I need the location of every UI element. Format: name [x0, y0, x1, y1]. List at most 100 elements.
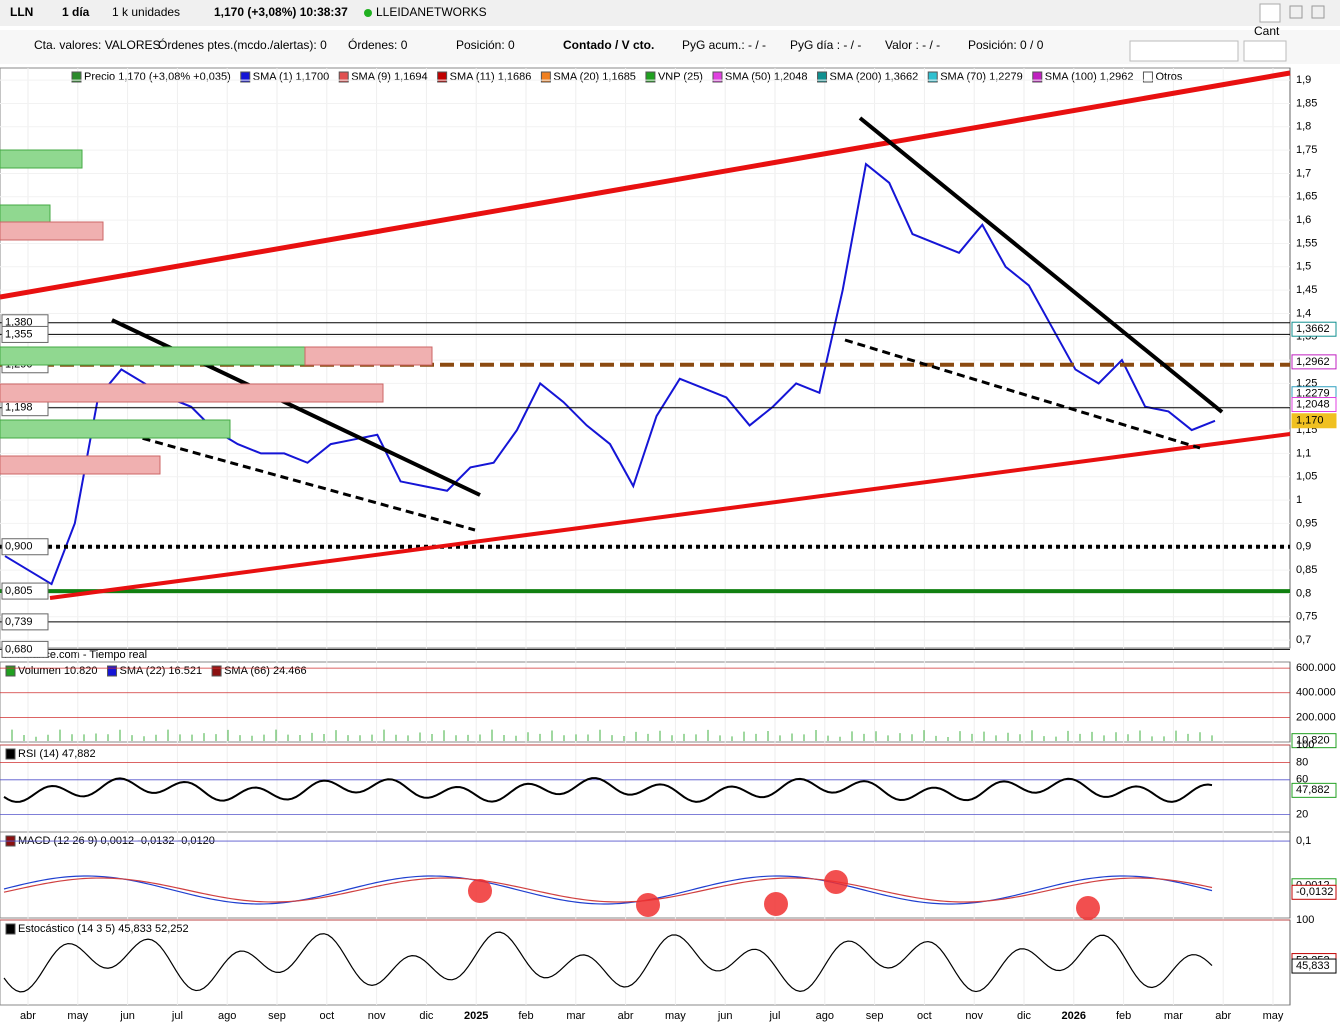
minimize[interactable]	[1289, 5, 1303, 19]
macd-marker	[636, 893, 660, 917]
x-tick-label: 2026	[1062, 1010, 1086, 1022]
legend-entry: SMA (1) 1,1700	[253, 71, 329, 83]
x-tick-label: mar	[566, 1010, 585, 1022]
last-value-box	[1291, 733, 1337, 749]
legend-entry: SMA (70) 1,2279	[940, 71, 1023, 83]
legend-entry: SMA (11) 1,1686	[450, 71, 532, 83]
legend-swatch	[240, 71, 251, 83]
legend-swatch	[107, 665, 118, 677]
last-value-box	[1291, 782, 1337, 798]
price-line	[4, 162, 1216, 586]
y-tick-label: 1,8	[1296, 121, 1311, 133]
last-value-label: 47,882	[1296, 784, 1330, 796]
trendline-dashed	[104, 426, 476, 532]
legend-swatch	[1032, 71, 1043, 83]
y-tick-label: 0,85	[1296, 564, 1317, 576]
y-tick-label: 400.000	[1296, 687, 1336, 699]
y-tick-label: 1,1	[1296, 447, 1311, 459]
profile-bar	[0, 455, 161, 475]
profile-bar	[304, 346, 433, 366]
panel-frame	[0, 919, 1291, 1006]
legend-entry: SMA (100) 1,2962	[1045, 71, 1134, 83]
x-tick-label: mar	[1164, 1010, 1183, 1022]
y-tick-label: 20	[1296, 809, 1308, 821]
y-tick-label: 0,95	[1296, 517, 1317, 529]
y-tick-label: 1,4	[1296, 307, 1311, 319]
trendline	[858, 116, 1224, 414]
trendline-dashed	[844, 338, 1201, 450]
legend-entry: Volumen 10.820	[18, 665, 98, 677]
x-tick-label: sep	[866, 1010, 884, 1022]
account-field: PyG día : - / -	[790, 38, 861, 52]
y-tick-label: 1,9	[1296, 74, 1311, 86]
x-tick-label: sep	[268, 1010, 286, 1022]
price-label: 1,170	[1296, 415, 1324, 427]
company: LLEIDANETWORKS	[376, 5, 487, 19]
profile-bar	[0, 221, 104, 241]
x-tick-label: jun	[119, 1010, 135, 1022]
legend-swatch	[5, 665, 16, 677]
x-tick-label: oct	[917, 1010, 932, 1022]
legend-entry: SMA (9) 1,1694	[351, 71, 427, 83]
level-box	[1, 538, 49, 556]
legend-entry: Estocástico (14 3 5) 45,833 52,252	[18, 923, 189, 935]
price-label-box	[1291, 354, 1337, 370]
y-tick-label: 0,8	[1296, 587, 1311, 599]
toolbar-bg	[0, 0, 1340, 26]
live-dot	[364, 9, 372, 17]
maximize[interactable]	[1311, 5, 1325, 19]
legend-entry: SMA (66) 24.466	[224, 665, 307, 677]
price-label-box	[1291, 413, 1337, 429]
interval[interactable]: 1 día	[62, 5, 90, 19]
ticker[interactable]: LLN	[10, 5, 33, 19]
price-label: 1,2048	[1296, 398, 1330, 410]
last-value-box	[1291, 958, 1337, 974]
legend-swatch	[645, 71, 656, 83]
profile-bar	[0, 149, 83, 169]
account-field: PyG acum.: - / -	[682, 38, 766, 52]
account-field: Contado / V cto.	[563, 38, 654, 52]
units[interactable]: 1 k unidades	[112, 5, 180, 19]
combo[interactable]	[1129, 40, 1239, 62]
refresh-icon[interactable]	[1259, 3, 1281, 23]
x-tick-label: abr	[1215, 1010, 1231, 1022]
legend-entry: VNP (25)	[658, 71, 703, 83]
level-label: 1,198	[5, 402, 33, 414]
cant-label: Cant	[1254, 24, 1280, 38]
level-label: 0,900	[5, 541, 33, 553]
x-tick-label: nov	[965, 1010, 983, 1022]
level-box	[1, 582, 49, 600]
legend-swatch	[338, 71, 349, 83]
x-tick-label: ago	[816, 1010, 834, 1022]
legend-swatch	[712, 71, 723, 83]
x-tick-label: dic	[1017, 1010, 1032, 1022]
x-tick-label: feb	[518, 1010, 533, 1022]
x-tick-label: may	[1263, 1010, 1284, 1022]
y-tick-label: 1,6	[1296, 214, 1311, 226]
y-tick-label: 100	[1296, 914, 1314, 926]
x-tick-label: 2025	[464, 1010, 488, 1022]
x-tick-label: nov	[368, 1010, 386, 1022]
legend-swatch	[211, 665, 222, 677]
price-label-box	[1291, 397, 1337, 413]
qty-input[interactable]	[1243, 40, 1287, 62]
x-tick-label: feb	[1116, 1010, 1131, 1022]
level-label: 0,739	[5, 616, 33, 628]
last-value-label: 10.820	[1296, 735, 1330, 747]
y-tick-label: 200.000	[1296, 711, 1336, 723]
macd-marker	[824, 870, 848, 894]
profile-bar	[0, 346, 306, 366]
legend-entry: SMA (22) 16.521	[120, 665, 203, 677]
last-value-label: 45,833	[1296, 960, 1330, 972]
x-tick-label: jun	[717, 1010, 733, 1022]
price-label: 1,2279	[1296, 388, 1330, 400]
x-tick-label: jul	[768, 1010, 780, 1022]
y-tick-label: 100	[1296, 739, 1314, 751]
legend-entry: Otros	[1155, 71, 1182, 83]
legend-entry: SMA (50) 1,2048	[725, 71, 808, 83]
channel-bottom	[49, 432, 1291, 600]
stoch-trace-decor	[3, 931, 1213, 993]
account-field: Órdenes ptes.(mcdo./alertas): 0	[158, 37, 327, 52]
y-tick-label: 1,75	[1296, 144, 1317, 156]
y-tick-label: 60	[1296, 774, 1308, 786]
